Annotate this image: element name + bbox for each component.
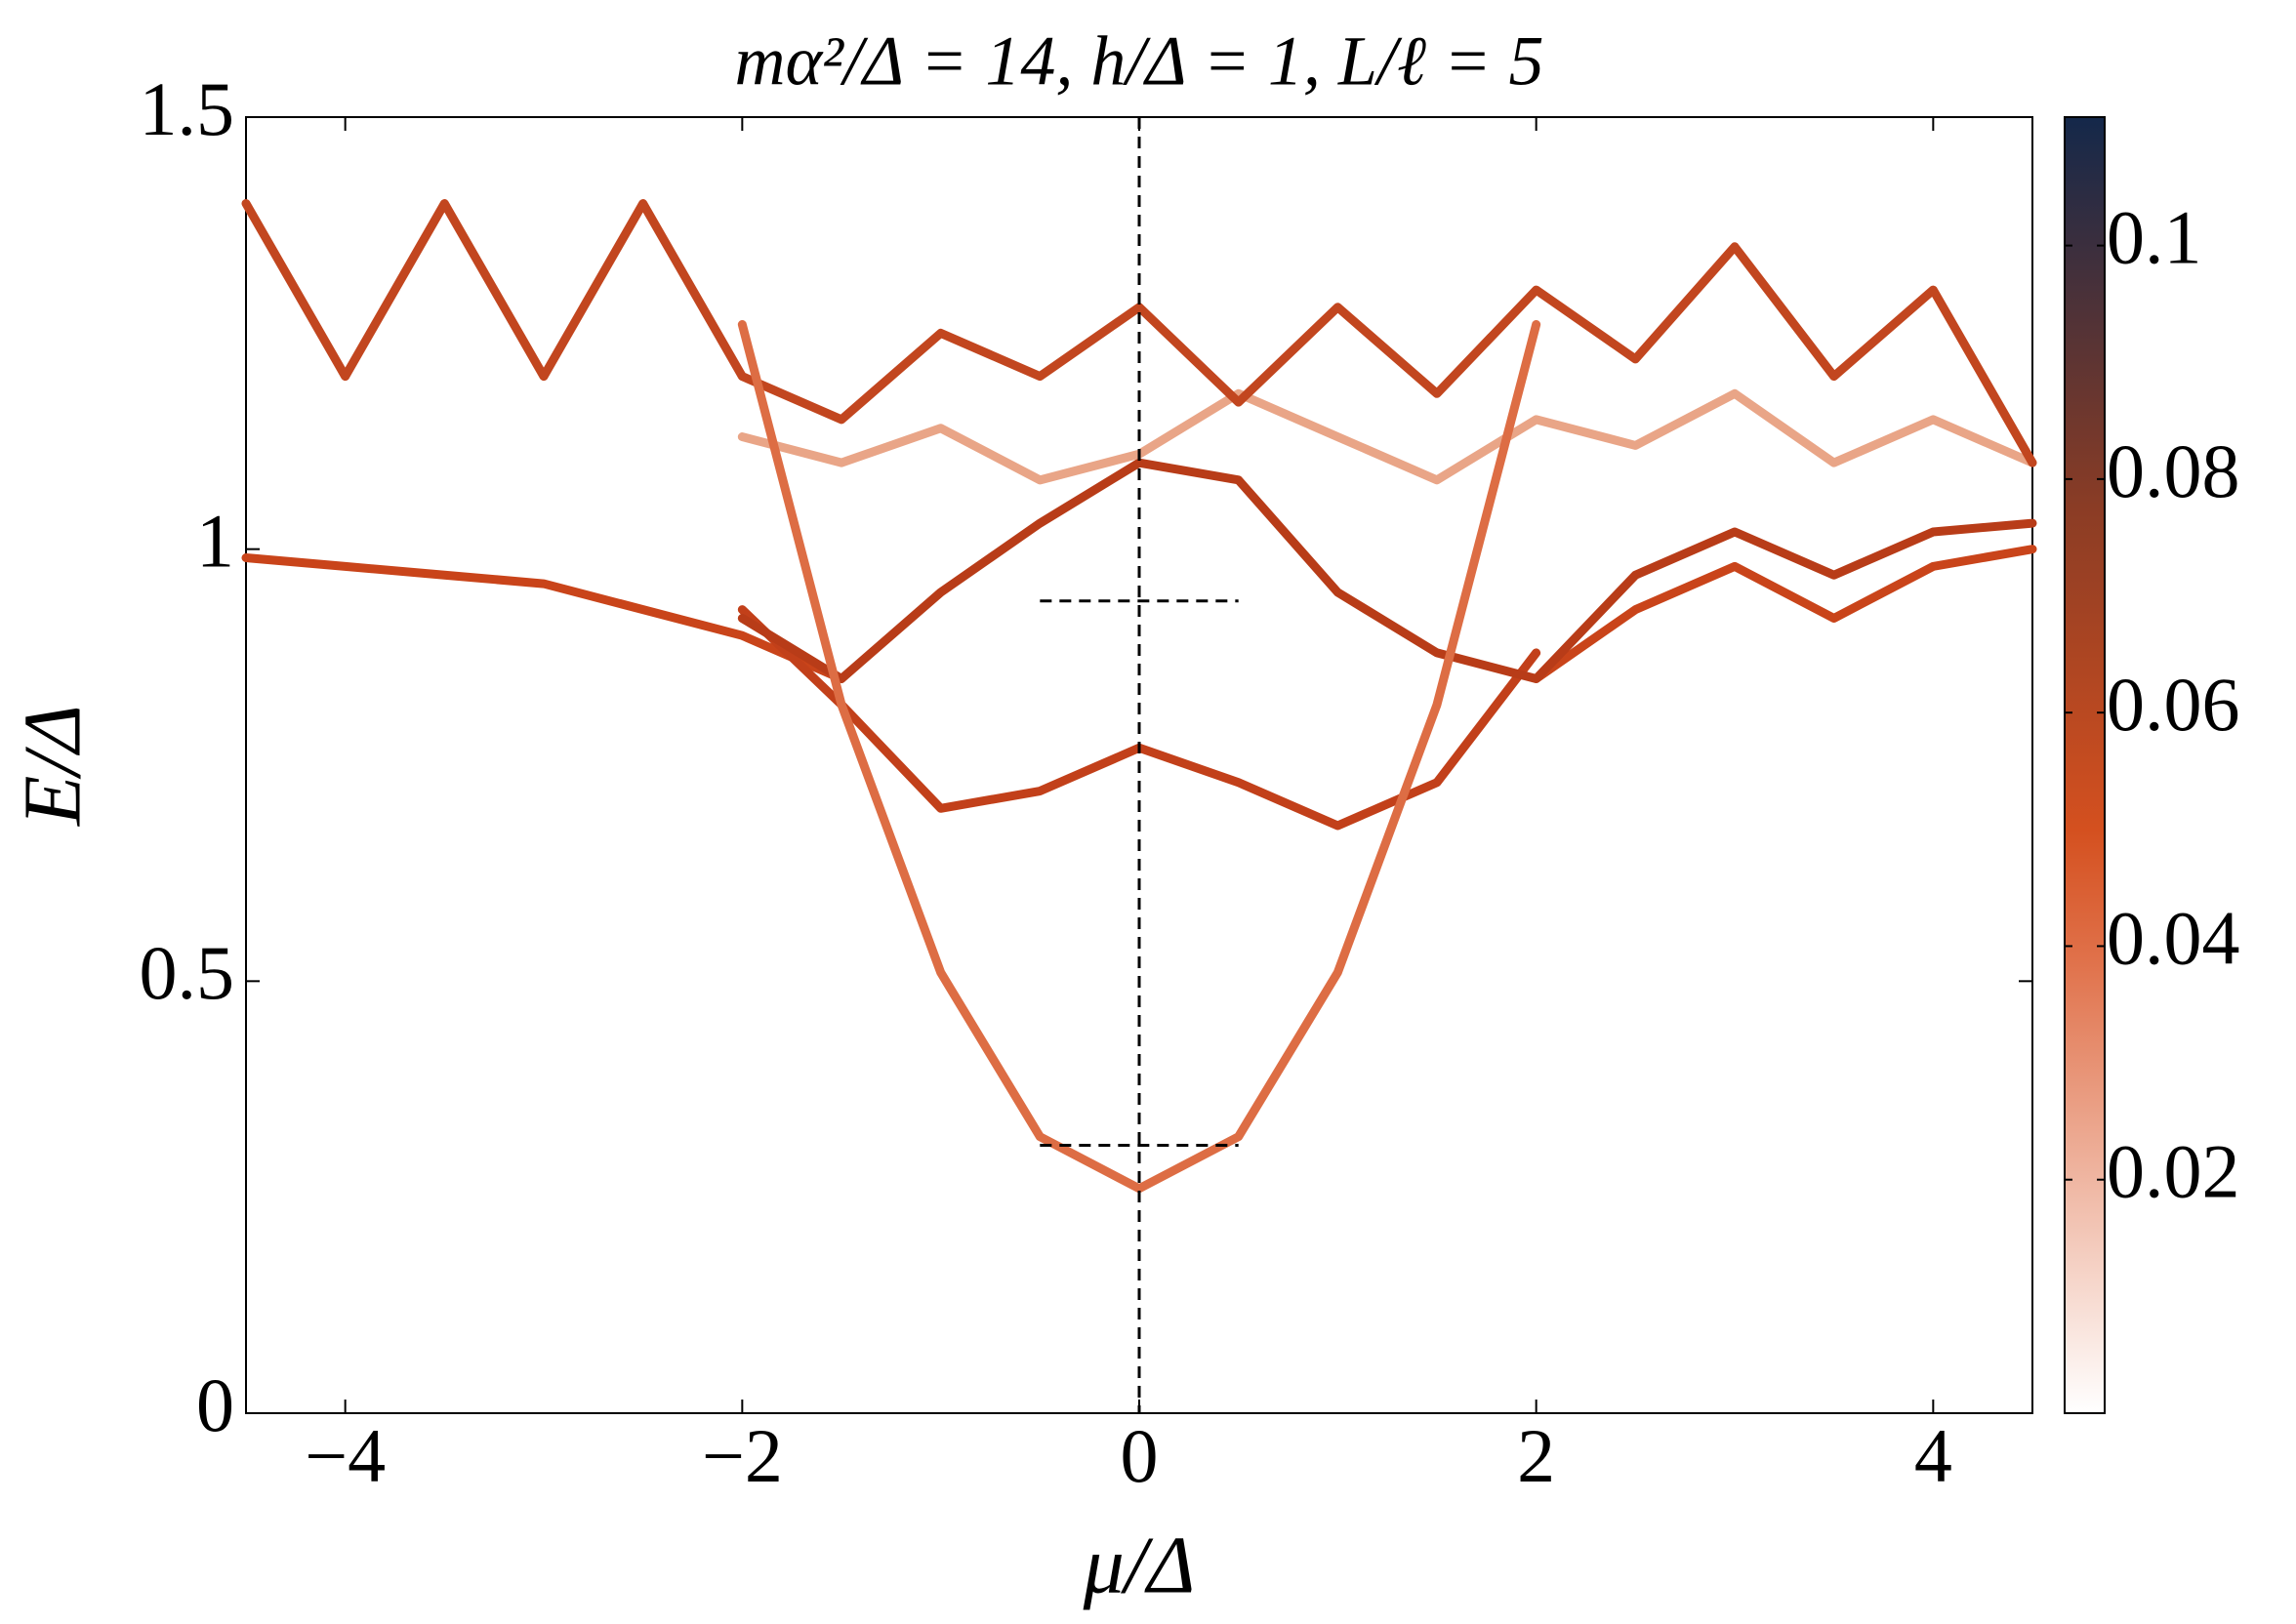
spectral-line bbox=[737, 388, 2037, 485]
spectral-line bbox=[241, 545, 2037, 683]
y-tick-label: 1.5 bbox=[140, 66, 235, 151]
x-axis-label: μ/Δ bbox=[1083, 1520, 1196, 1610]
x-tick-label: −4 bbox=[305, 1413, 386, 1498]
colorbar-tick-label: 0.1 bbox=[2107, 195, 2202, 280]
chart-title: mα²/Δ = 14, h/Δ = 1, L/ℓ = 5 bbox=[734, 22, 1543, 101]
x-tick-label: 4 bbox=[1914, 1413, 1952, 1498]
x-tick-label: 2 bbox=[1517, 1413, 1555, 1498]
y-axis-label: E/Δ bbox=[7, 705, 98, 827]
colorbar-tick-label: 0.08 bbox=[2107, 428, 2240, 513]
x-tick-label: 0 bbox=[1121, 1413, 1159, 1498]
spectral-line bbox=[241, 199, 2037, 467]
spectral-line bbox=[737, 458, 2037, 683]
spectral-line bbox=[737, 319, 1541, 1194]
colorbar-tick-label: 0.06 bbox=[2107, 662, 2240, 747]
colorbar-tick-label: 0.02 bbox=[2107, 1129, 2240, 1214]
y-tick-label: 0 bbox=[196, 1362, 234, 1447]
colorbar-tick-label: 0.04 bbox=[2107, 895, 2240, 980]
y-tick-label: 1 bbox=[196, 499, 234, 584]
x-tick-label: −2 bbox=[702, 1413, 783, 1498]
colorbar bbox=[2064, 116, 2106, 1414]
y-tick-label: 0.5 bbox=[140, 930, 235, 1015]
